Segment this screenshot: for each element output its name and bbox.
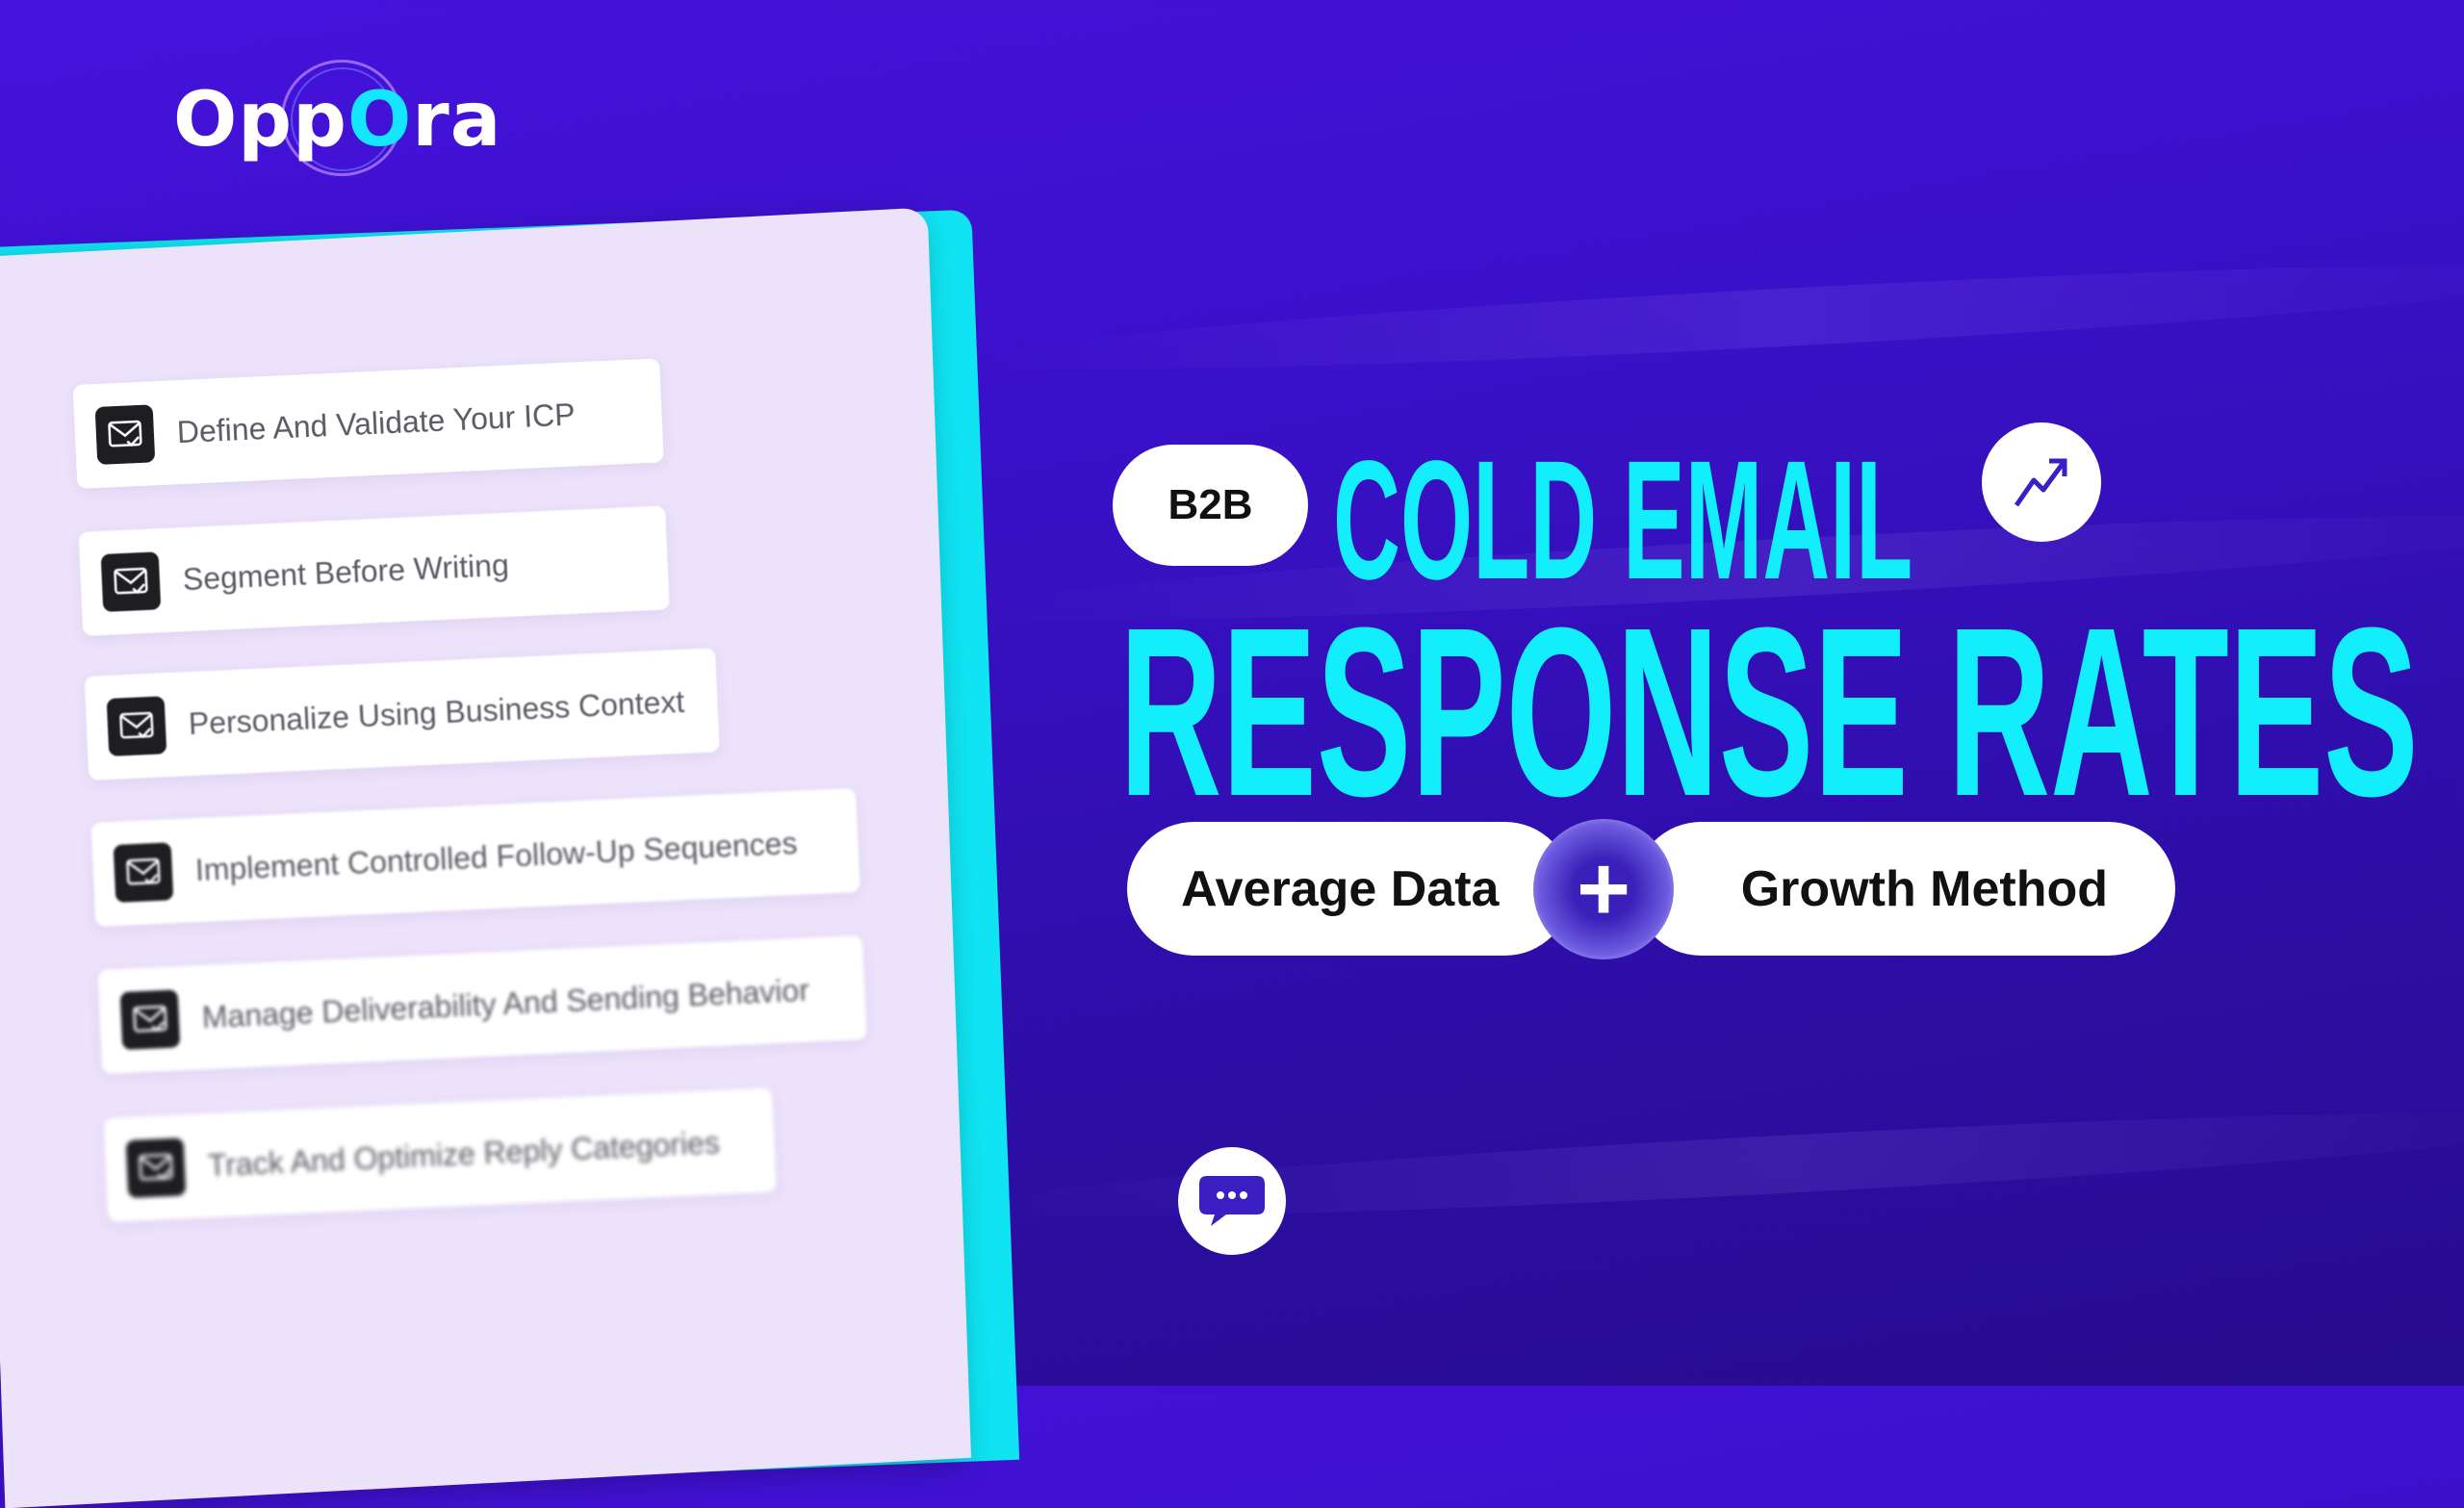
logo-ring bbox=[291, 67, 395, 171]
plus-connector: + bbox=[1533, 819, 1674, 959]
logo-text: OppOra bbox=[173, 77, 502, 164]
headline-line1: COLD EMAIL bbox=[1333, 426, 1913, 615]
checklist-item: Implement Controlled Follow-Up Sequences bbox=[90, 787, 860, 927]
trending-up-icon bbox=[2014, 458, 2067, 507]
average-data-pill: Average Data bbox=[1127, 822, 1572, 956]
mail-check-icon bbox=[94, 404, 156, 465]
checklist-item: Define And Validate Your ICP bbox=[72, 358, 664, 489]
headline-line2: RESPONSE RATES bbox=[1119, 577, 2419, 846]
checklist-item: Manage Deliverability And Sending Behavi… bbox=[97, 934, 867, 1074]
checklist-item-label: Implement Controlled Follow-Up Sequences bbox=[194, 825, 799, 887]
mail-check-icon bbox=[119, 989, 181, 1050]
chat-badge bbox=[1178, 1147, 1286, 1255]
checklist-item: Personalize Using Business Context bbox=[84, 648, 720, 780]
b2b-badge: B2B bbox=[1113, 445, 1308, 566]
chat-bubble-icon bbox=[1199, 1176, 1265, 1226]
mail-check-icon bbox=[113, 842, 174, 903]
checklist-item-label: Personalize Using Business Context bbox=[188, 683, 685, 741]
checklist-item-label: Define And Validate Your ICP bbox=[176, 396, 577, 449]
trend-badge bbox=[1982, 422, 2101, 542]
brand-logo: OppOra bbox=[173, 60, 500, 176]
checklist-item-label: Manage Deliverability And Sending Behavi… bbox=[201, 972, 810, 1035]
growth-method-pill: Growth Method bbox=[1634, 822, 2175, 956]
mail-check-icon bbox=[106, 696, 167, 756]
mail-check-icon bbox=[100, 551, 162, 612]
checklist-item-label: Track And Optimize Reply Categories bbox=[207, 1124, 721, 1183]
checklist-item: Track And Optimize Reply Categories bbox=[103, 1087, 777, 1222]
checklist-item: Segment Before Writing bbox=[78, 505, 670, 636]
checklist-item-label: Segment Before Writing bbox=[182, 547, 510, 597]
background-streak bbox=[962, 245, 2464, 390]
logo-ring bbox=[281, 60, 402, 176]
mail-check-icon bbox=[125, 1137, 187, 1198]
